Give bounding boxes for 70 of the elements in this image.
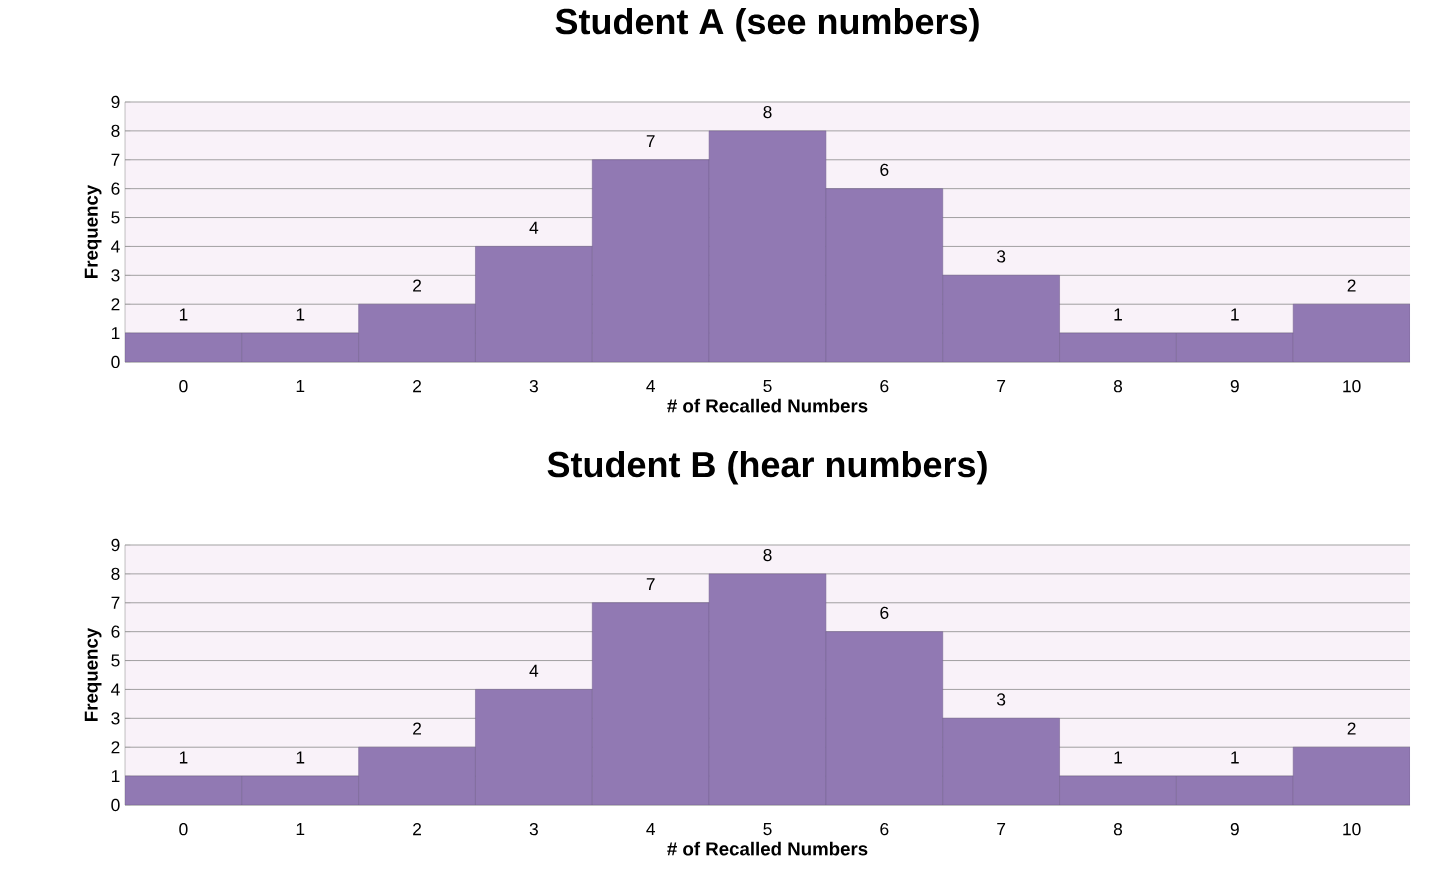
x-tick-label: 1: [296, 380, 305, 392]
y-tick-label: 4: [111, 240, 120, 253]
y-tick-label: 7: [111, 153, 120, 166]
data-label: 1: [1231, 751, 1239, 764]
y-tick-label: 8: [111, 567, 120, 581]
y-tick-label: 1: [111, 327, 120, 340]
data-label: 1: [296, 308, 305, 321]
x-tick-label: 4: [646, 823, 656, 835]
y-tick-label: 5: [111, 654, 120, 667]
data-label: 1: [1231, 308, 1239, 321]
data-label: 2: [1347, 722, 1356, 735]
x-tick-label: 9: [1230, 380, 1239, 393]
x-tick-label: 6: [880, 380, 889, 393]
y-axis-title: Frequency: [84, 184, 102, 278]
y-tick-label: 0: [111, 355, 120, 369]
x-tick-label: 9: [1230, 823, 1239, 836]
data-label: 1: [179, 751, 188, 764]
y-tick-label: 0: [111, 798, 120, 812]
data-label: 8: [763, 548, 772, 562]
y-tick-label: 5: [111, 211, 120, 224]
chart-title: Student A (see numbers): [555, 7, 979, 42]
y-tick-label: 6: [111, 625, 120, 638]
x-axis-title: # of Recalled Numbers: [667, 841, 868, 856]
x-tick-label: 1: [296, 823, 305, 835]
x-tick-label: 2: [413, 823, 421, 836]
chart-title: Student B (hear numbers): [547, 450, 987, 485]
data-label: 4: [529, 664, 539, 677]
x-tick-label: 3: [529, 823, 538, 836]
data-label: 7: [646, 578, 655, 591]
data-label: 8: [763, 105, 772, 119]
y-axis-title: Frequency: [84, 627, 102, 721]
y-tick-label: 3: [111, 269, 120, 282]
x-tick-label: 6: [880, 823, 889, 836]
x-tick-label: 3: [529, 380, 538, 393]
data-label: 6: [880, 606, 889, 619]
y-tick-label: 3: [111, 712, 120, 725]
x-tick-label: 5: [763, 823, 772, 836]
y-tick-label: 7: [111, 596, 120, 609]
y-tick-label: 9: [111, 95, 120, 109]
y-tick-label: 6: [111, 182, 120, 195]
data-label: 6: [880, 163, 889, 176]
x-tick-label: 10: [1343, 380, 1361, 393]
y-tick-label: 2: [111, 298, 120, 311]
data-label: 1: [296, 751, 305, 764]
data-label: 4: [529, 221, 539, 234]
y-tick-label: 9: [111, 538, 120, 552]
data-label: 3: [997, 250, 1006, 263]
data-label: 7: [646, 135, 655, 148]
data-label: 1: [1114, 751, 1122, 764]
x-tick-label: 8: [1113, 380, 1123, 393]
x-tick-label: 7: [997, 823, 1006, 835]
x-tick-label: 2: [413, 380, 421, 393]
x-tick-label: 7: [997, 380, 1006, 392]
x-tick-label: 0: [179, 823, 188, 836]
x-axis-title: # of Recalled Numbers: [667, 398, 868, 413]
y-tick-label: 1: [111, 770, 120, 783]
data-label: 1: [1114, 308, 1122, 321]
x-tick-label: 10: [1343, 823, 1361, 836]
x-tick-label: 8: [1113, 823, 1123, 836]
data-label: 2: [413, 722, 421, 735]
x-tick-label: 5: [763, 380, 772, 393]
data-label: 2: [1347, 279, 1356, 292]
y-tick-label: 2: [111, 741, 120, 754]
data-label: 2: [413, 279, 421, 292]
y-tick-label: 8: [111, 124, 120, 138]
x-tick-label: 4: [646, 380, 656, 392]
data-label: 3: [997, 693, 1006, 706]
y-tick-label: 4: [111, 683, 120, 696]
x-tick-label: 0: [179, 380, 188, 393]
data-label: 1: [179, 308, 188, 321]
